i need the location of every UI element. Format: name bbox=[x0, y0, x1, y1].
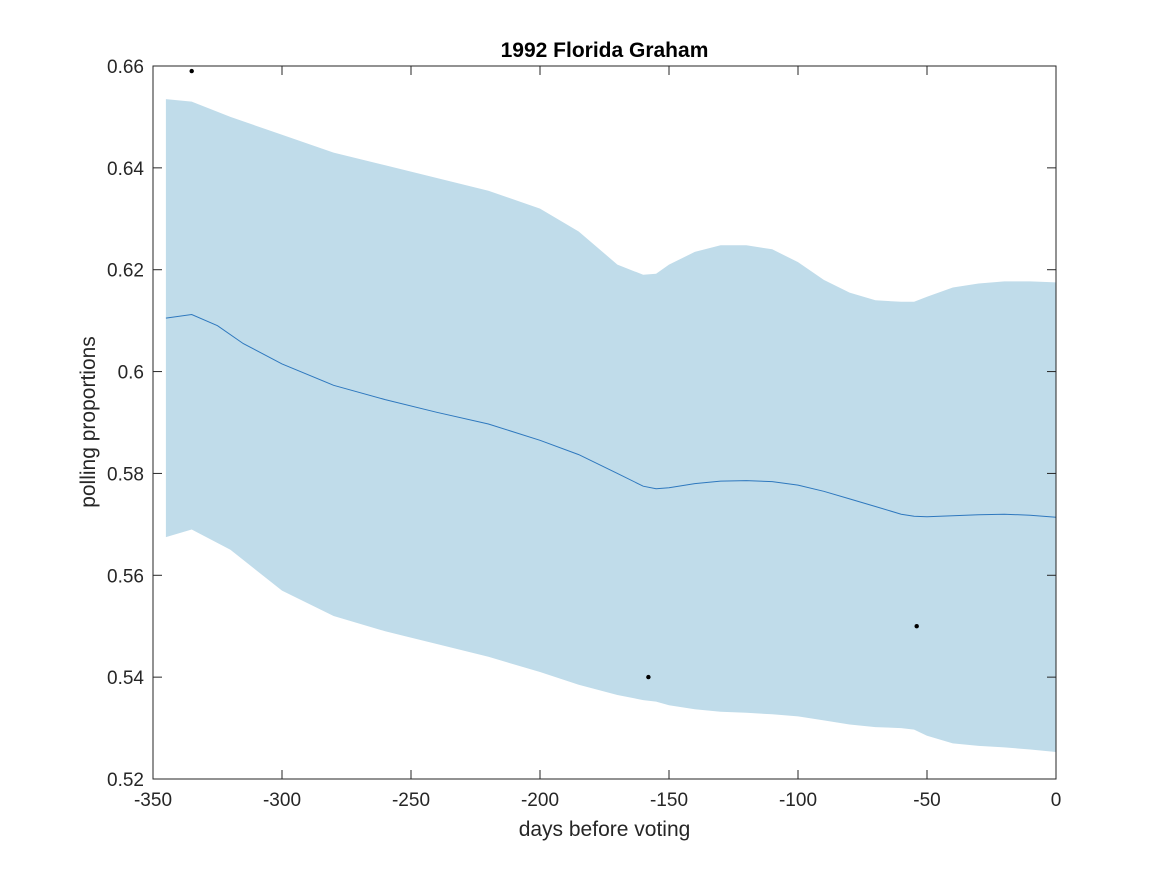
poll-point bbox=[189, 68, 194, 74]
y-tick-label: 0.56 bbox=[107, 566, 144, 587]
plot-area bbox=[165, 68, 1057, 753]
y-tick-label: 0.64 bbox=[107, 159, 144, 180]
chart-title: 1992 Florida Graham bbox=[501, 39, 709, 62]
axis-ticks: -350 -300 -250 -200 -150 -100 -50 0 0.52 0.54 0.56… bbox=[107, 57, 1061, 811]
x-tick-label: -200 bbox=[521, 790, 559, 811]
y-tick-label: 0.62 bbox=[107, 261, 144, 282]
y-axis-label: polling proportions bbox=[77, 336, 100, 508]
x-tick-label: 0 bbox=[1051, 790, 1062, 811]
poll-point bbox=[914, 624, 919, 629]
axes-box bbox=[152, 65, 1057, 780]
y-tick-label: 0.54 bbox=[107, 668, 144, 689]
x-tick-label: -150 bbox=[650, 790, 688, 811]
y-tick-label: 0.6 bbox=[118, 363, 144, 384]
mean-line bbox=[165, 313, 1057, 518]
x-tick-label: -350 bbox=[134, 790, 172, 811]
x-tick-label: -50 bbox=[913, 790, 940, 811]
y-tick-label: 0.52 bbox=[107, 770, 144, 791]
y-tick-label: 0.58 bbox=[107, 464, 144, 485]
x-tick-label: -300 bbox=[263, 790, 301, 811]
x-axis-label: days before voting bbox=[519, 818, 691, 841]
x-tick-label: -250 bbox=[392, 790, 430, 811]
confidence-band bbox=[165, 99, 1056, 753]
poll-point bbox=[646, 674, 651, 680]
x-tick-label: -100 bbox=[779, 790, 817, 811]
y-tick-label: 0.66 bbox=[107, 57, 144, 78]
